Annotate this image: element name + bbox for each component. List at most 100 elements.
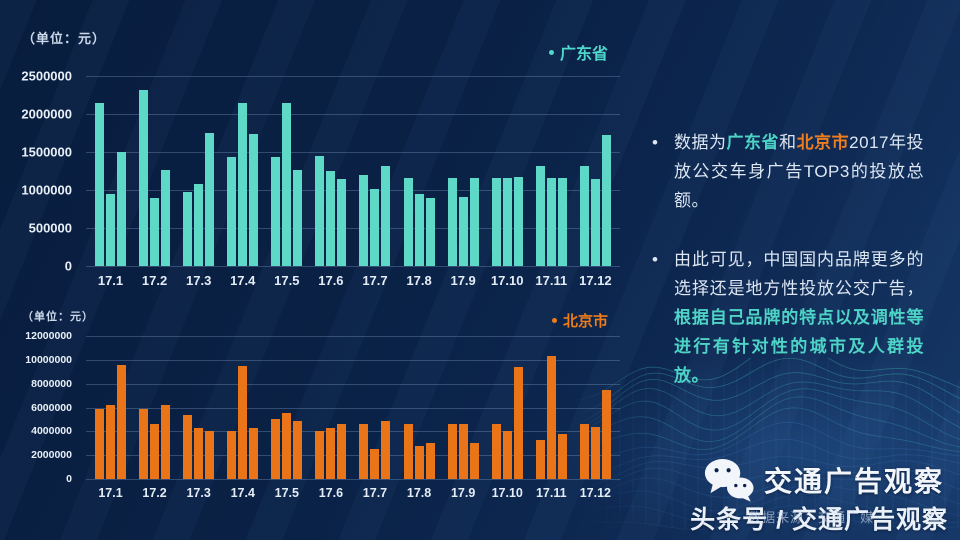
text-segment: 和 bbox=[779, 133, 797, 152]
bar-groups: 17.1 17.2 17.3 17.4 17.5 17.6 17.7 17.8 17.9 17.1… bbox=[86, 336, 620, 500]
bar bbox=[447, 424, 457, 479]
x-tick-label: 17.2 bbox=[142, 486, 167, 500]
bar bbox=[579, 166, 589, 266]
y-tick-label: 1500000 bbox=[21, 144, 72, 160]
bar bbox=[238, 102, 248, 266]
bar-group-17.5: 17.5 bbox=[271, 336, 303, 500]
bar-group-17.3: 17.3 bbox=[183, 336, 215, 500]
x-tick-label: 17.4 bbox=[230, 486, 255, 500]
bar bbox=[205, 431, 215, 479]
bar-group-17.3: 17.3 bbox=[183, 76, 215, 288]
bar bbox=[161, 405, 171, 479]
bar bbox=[601, 389, 611, 479]
bar bbox=[590, 179, 600, 266]
bar-group-17.7: 17.7 bbox=[359, 336, 391, 500]
bar bbox=[502, 177, 512, 266]
bar bbox=[491, 177, 501, 266]
bar-group-17.4: 17.4 bbox=[227, 336, 259, 500]
x-tick-label: 17.8 bbox=[406, 273, 432, 288]
bar bbox=[150, 197, 160, 266]
y-tick-label: 12000000 bbox=[25, 330, 72, 342]
bar bbox=[326, 171, 336, 266]
bar bbox=[403, 177, 413, 266]
bullet-text: 数据为广东省和北京市2017年投放公交车身广告TOP3的投放总额。 bbox=[674, 128, 924, 215]
byline: 头条号 / 交通广告观察 bbox=[690, 506, 948, 534]
legend-dot bbox=[551, 318, 557, 323]
bar bbox=[194, 427, 204, 479]
bar-group-17.2: 17.2 bbox=[139, 76, 171, 288]
x-tick-label: 17.7 bbox=[362, 273, 388, 288]
bar bbox=[370, 449, 380, 479]
gridline bbox=[86, 266, 620, 267]
gridline bbox=[86, 336, 620, 337]
bar-group-17.1: 17.1 bbox=[95, 336, 126, 500]
gridline bbox=[86, 359, 620, 361]
x-tick-label: 17.3 bbox=[186, 273, 212, 288]
bar bbox=[601, 134, 611, 266]
bullet-item-2: • 由此可见，中国国内品牌更多的选择还是地方性投放公交广告， 根据自己品牌的特点以及… bbox=[652, 245, 924, 390]
bar-groups: 17.1 17.2 17.3 17.4 17.5 17.6 17.7 17.8 17.9 17.1… bbox=[86, 76, 620, 288]
bar-group-17.7: 17.7 bbox=[359, 76, 391, 288]
bar-group-17.5: 17.5 bbox=[271, 76, 303, 288]
bar bbox=[491, 424, 501, 479]
y-tick-label: 6000000 bbox=[31, 401, 72, 414]
bar bbox=[271, 419, 281, 479]
bar bbox=[414, 193, 424, 266]
x-tick-label: 17.1 bbox=[97, 273, 124, 288]
x-tick-label: 17.3 bbox=[186, 486, 211, 500]
gridline bbox=[86, 479, 620, 480]
y-tick-label: 1000000 bbox=[21, 182, 72, 198]
x-tick-label: 17.8 bbox=[406, 486, 432, 500]
bar-group-17.10: 17.10 bbox=[491, 336, 523, 500]
bar-group-17.6: 17.6 bbox=[315, 336, 347, 500]
text-segment: 由此可见，中国国内品牌更多的选择还是地方性投放公交广告， bbox=[673, 250, 924, 298]
y-axis: 0 2000000 4000000 6000000 8000000 10000000 120… bbox=[16, 330, 86, 485]
bar bbox=[381, 420, 391, 479]
bar bbox=[502, 431, 512, 479]
text-segment: 广东省 bbox=[726, 133, 780, 152]
text-segment: 根据自己品牌的特点以及调性等进行有针对性的城市及人群投放。 bbox=[673, 308, 924, 385]
chart-header: （单位：元） 广东省 bbox=[16, 20, 632, 76]
bar-group-17.6: 17.6 bbox=[315, 76, 347, 288]
gridline bbox=[86, 76, 620, 77]
y-tick-label: 2000000 bbox=[21, 106, 72, 122]
bullet-item-1: • 数据为广东省和北京市2017年投放公交车身广告TOP3的投放总额。 bbox=[652, 128, 924, 215]
y-tick-label: 0 bbox=[66, 473, 72, 485]
gridline bbox=[86, 190, 620, 191]
bar bbox=[139, 409, 149, 479]
legend-dot bbox=[548, 49, 554, 55]
chart-body: 0 2000000 4000000 6000000 8000000 10000000 120… bbox=[16, 330, 620, 500]
gridline bbox=[86, 431, 620, 433]
bar-group-17.1: 17.1 bbox=[95, 76, 126, 288]
x-tick-label: 17.12 bbox=[579, 486, 611, 500]
right-panel: • 数据为广东省和北京市2017年投放公交车身广告TOP3的投放总额。 • 由此可见，… bbox=[652, 128, 924, 420]
bar bbox=[183, 414, 193, 479]
bar bbox=[150, 423, 160, 479]
bar bbox=[183, 191, 193, 266]
gridline bbox=[86, 152, 620, 153]
bar bbox=[557, 177, 567, 266]
bar bbox=[425, 197, 435, 266]
bar-group-17.9: 17.9 bbox=[447, 336, 479, 500]
bar bbox=[458, 196, 468, 266]
bar bbox=[282, 412, 292, 479]
bar bbox=[513, 366, 523, 479]
bar bbox=[227, 430, 237, 479]
bar bbox=[95, 102, 104, 266]
x-tick-label: 17.5 bbox=[274, 273, 300, 288]
gridline bbox=[86, 455, 620, 457]
bar bbox=[590, 427, 600, 479]
footer-row1: 交通广告观察 bbox=[690, 457, 944, 502]
text-segment: 北京市 bbox=[796, 133, 850, 152]
x-tick-label: 17.11 bbox=[535, 273, 568, 288]
bar bbox=[337, 424, 347, 479]
text-segment: 2017年投放公交车身广告TOP3的投放总额。 bbox=[673, 133, 925, 210]
bar bbox=[117, 364, 126, 479]
bar bbox=[337, 178, 347, 266]
y-tick-label: 10000000 bbox=[25, 353, 72, 366]
x-tick-label: 17.6 bbox=[318, 486, 344, 500]
bar-group-17.12: 17.12 bbox=[579, 76, 612, 288]
chart-header: （单位：元） 北京市 bbox=[16, 300, 632, 336]
bullet-text: 由此可见，中国国内品牌更多的选择还是地方性投放公交广告， 根据自己品牌的特点以及调… bbox=[674, 245, 924, 390]
bar-group-17.8: 17.8 bbox=[403, 336, 435, 500]
